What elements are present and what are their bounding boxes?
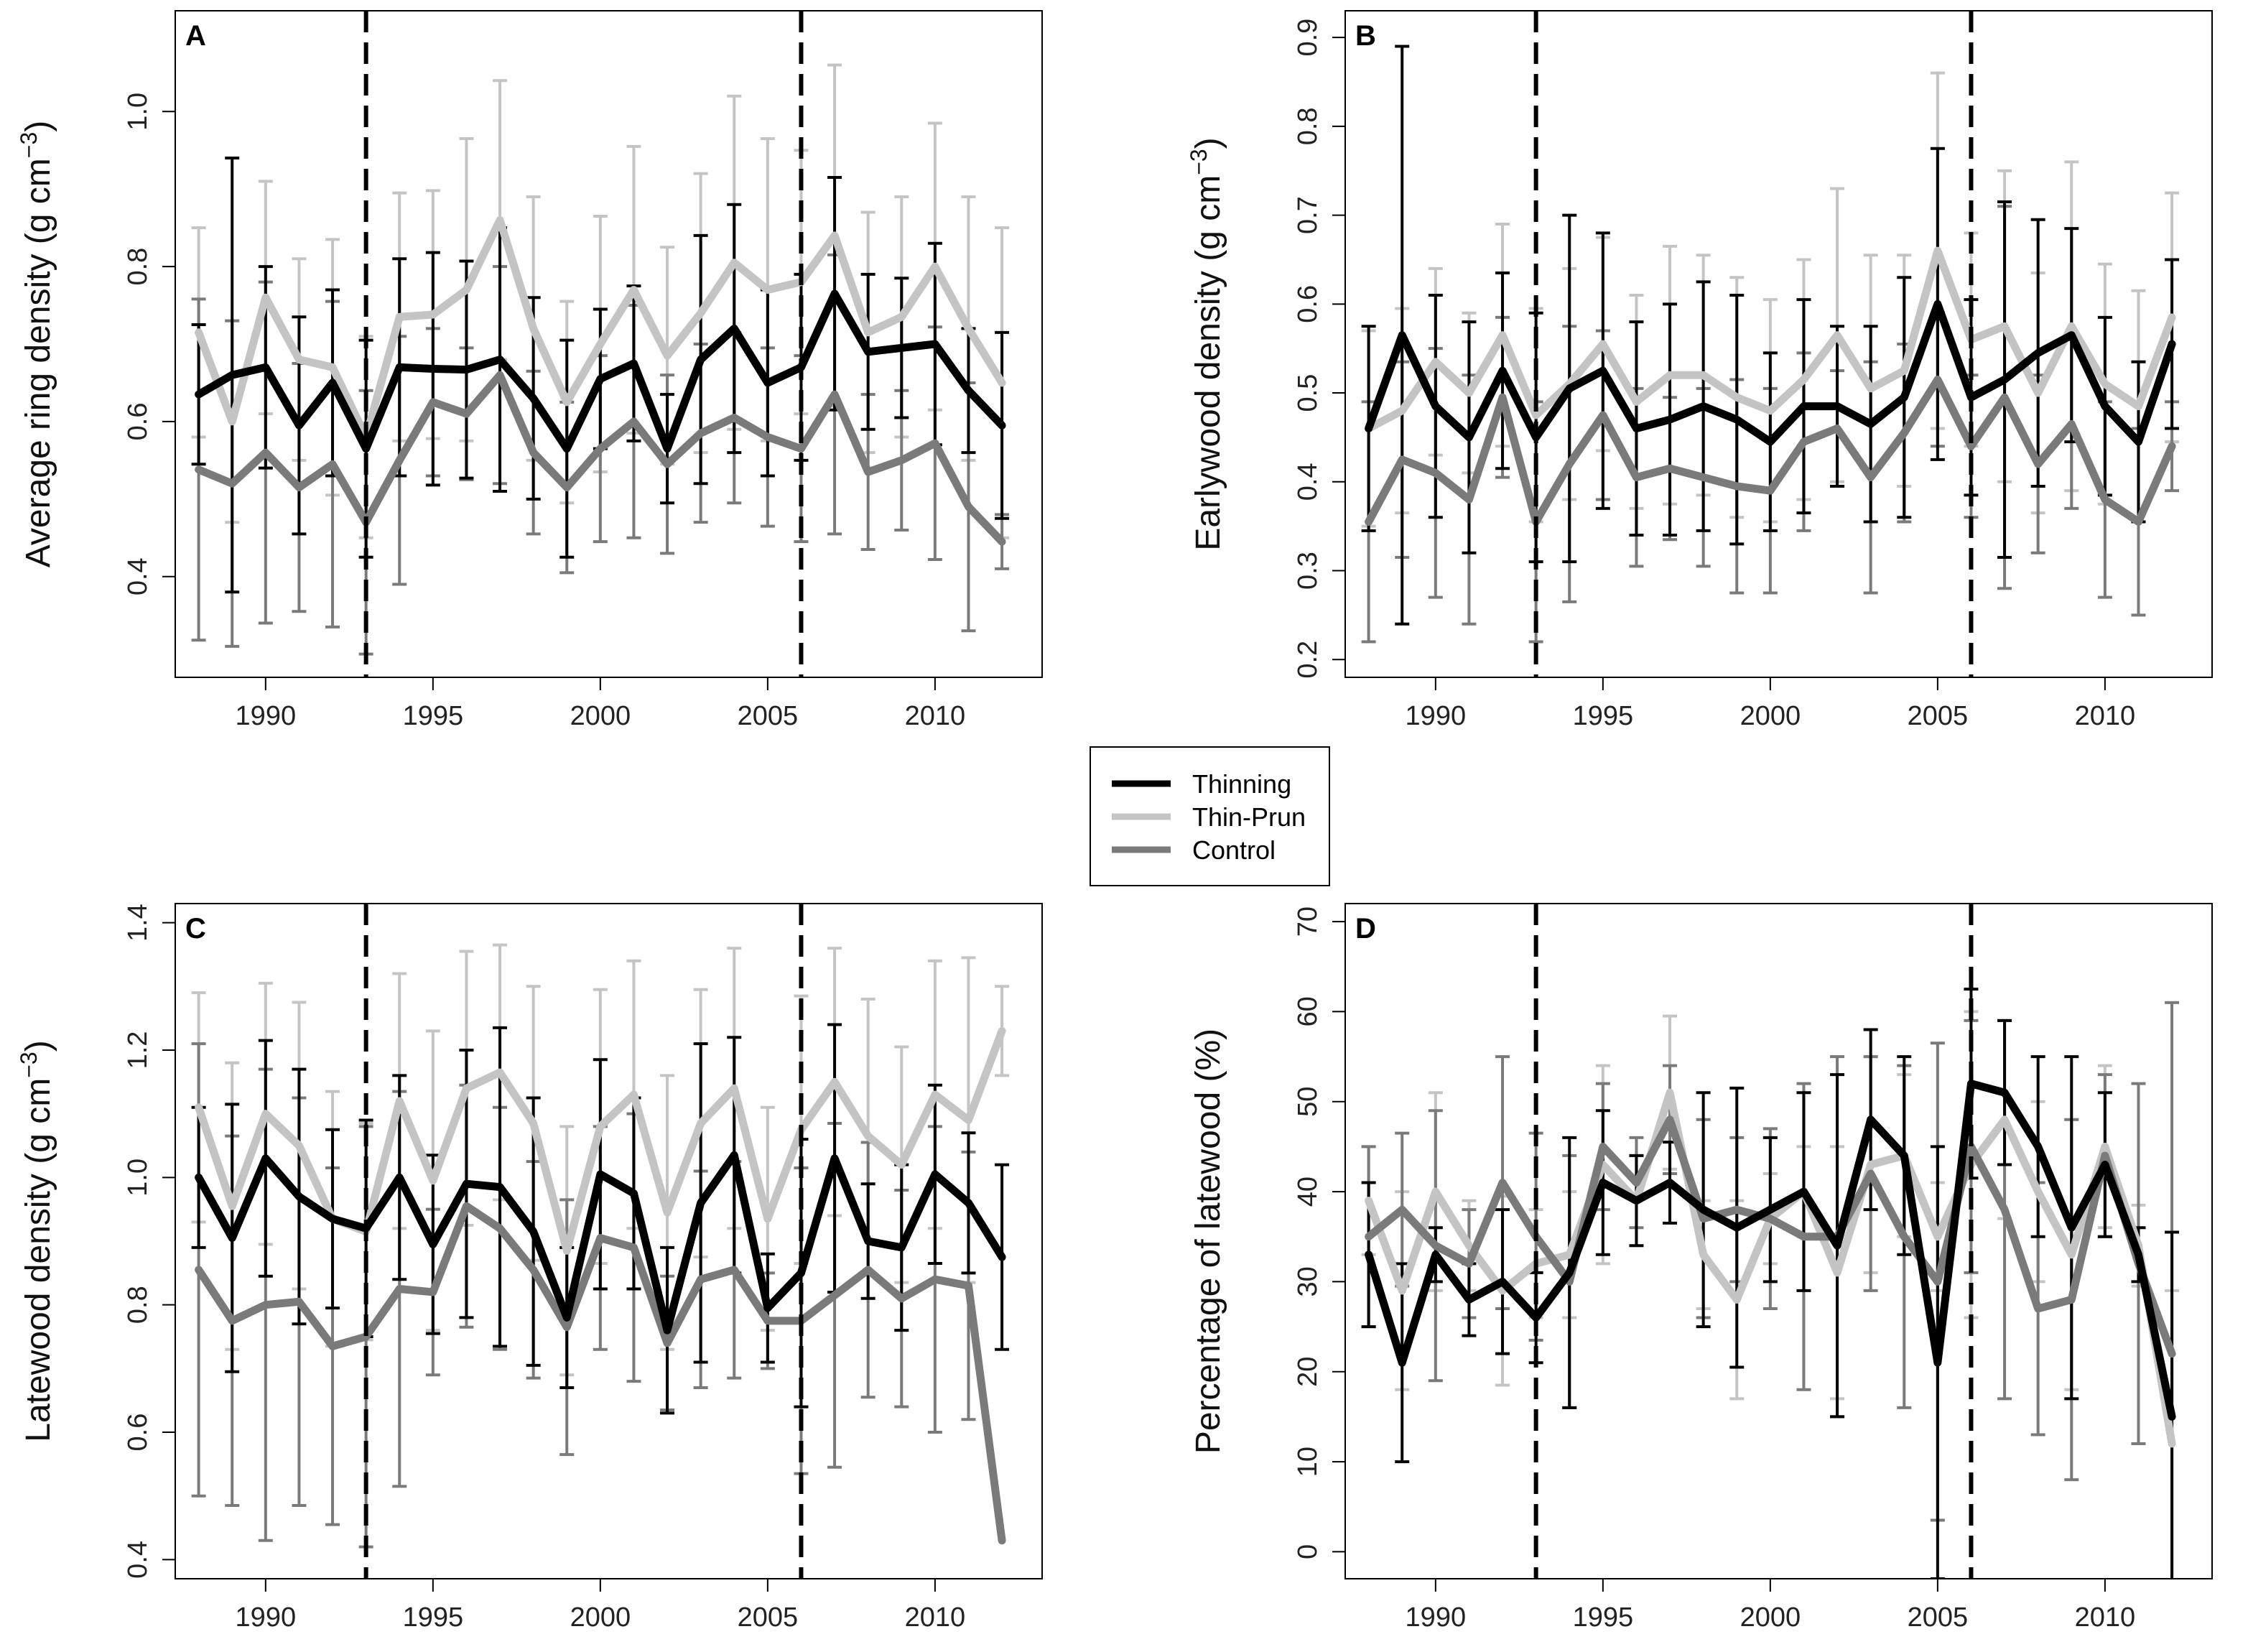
- panel-c-y-tick-label: 1.0: [123, 1159, 153, 1197]
- panel-c-letter: C: [185, 913, 206, 945]
- panel-c-y-tick-label: 0.8: [123, 1286, 153, 1324]
- panel-a-y-tick-label: 0.4: [123, 557, 153, 595]
- panel-c: C Latewood density (g cm−3) 0.4 0.6 0.8 1.0…: [16, 903, 1043, 1633]
- legend: Thinning Thin-Prun Control: [1090, 746, 1330, 886]
- panel-d-x-tick-label: 1990: [1406, 1602, 1467, 1633]
- panel-b: B Earlywood density (g cm−3) 0.2 0.3 0.4 0.…: [1186, 10, 2213, 731]
- panel-a: A Average ring density (g cm−3) 0.4 0.6 0.…: [16, 10, 1043, 731]
- panel-a-y-tick-label: 0.6: [123, 402, 153, 440]
- panel-a-x-tick-label: 2010: [905, 701, 966, 731]
- panel-d-series-line-control: [1365, 1115, 2176, 1358]
- panel-d: D Percentage of latewood (%) 0 10 20 30 40 50…: [1189, 903, 2213, 1633]
- panel-d-y-axis-title: Percentage of latewood (%): [1189, 1029, 1227, 1454]
- panel-c-plot-area: [191, 943, 1010, 1549]
- panel-d-series-line-thinning: [1365, 1080, 2176, 1421]
- panel-b-x-tick-label: 2010: [2075, 701, 2136, 731]
- panel-d-y-tick-label: 20: [1293, 1357, 1323, 1387]
- panel-c-x-tick-label: 2010: [905, 1602, 966, 1633]
- panel-c-y-tick-label: 1.4: [123, 904, 153, 942]
- panel-a-series-line-thinning: [195, 289, 1006, 453]
- panel-c-y-axis-title: Latewood density (g cm−3): [16, 1040, 57, 1442]
- panel-d-y-tick-label: 50: [1293, 1087, 1323, 1117]
- panel-d-y-tick-label: 30: [1293, 1266, 1323, 1296]
- panel-a-series-line-thin-prun: [195, 215, 1006, 441]
- panel-d-frame: [1344, 903, 2213, 1579]
- legend-label-thinning: Thinning: [1192, 769, 1291, 799]
- panel-c-frame: [175, 903, 1043, 1579]
- panel-b-y-tick-label: 0.4: [1293, 463, 1323, 501]
- panel-b-y-tick-label: 0.6: [1293, 285, 1323, 323]
- panel-a-x-tick-label: 1990: [236, 701, 297, 731]
- panel-c-x-tick-label: 1995: [403, 1602, 464, 1633]
- panel-d-y-tick-label: 10: [1293, 1447, 1323, 1477]
- panel-c-x-tick-label: 1990: [236, 1602, 297, 1633]
- panel-a-x-tick-label: 1995: [403, 701, 464, 731]
- panel-b-y-tick-label: 0.2: [1293, 641, 1323, 679]
- panel-b-x-tick-label: 2005: [1908, 701, 1969, 731]
- panel-b-letter: B: [1355, 20, 1376, 52]
- legend-label-thin-prun: Thin-Prun: [1192, 802, 1306, 832]
- panel-a-x-tick-label: 2000: [570, 701, 631, 731]
- panel-a-x-tick-label: 2005: [738, 701, 799, 731]
- panel-a-y-tick-label: 0.8: [123, 248, 153, 286]
- panel-c-x-tick-label: 2000: [570, 1602, 631, 1633]
- panel-d-x-tick-label: 2000: [1740, 1602, 1801, 1633]
- panel-c-series-line-control: [195, 1202, 1006, 1545]
- panel-b-x-tick-label: 1990: [1406, 701, 1467, 731]
- panel-b-series-line-thin-prun: [1365, 246, 2176, 433]
- panel-b-series-line-control: [1365, 375, 2176, 526]
- panel-a-series-line-control: [195, 371, 1006, 546]
- panel-d-y-tick-label: 60: [1293, 996, 1323, 1026]
- panel-b-y-axis-title: Earlywood density (g cm−3): [1186, 137, 1227, 550]
- panel-b-series-line-thinning: [1365, 300, 2176, 446]
- panel-b-y-tick-label: 0.3: [1293, 552, 1323, 590]
- panel-d-y-tick-label: 0: [1293, 1544, 1323, 1559]
- panel-c-y-tick-label: 0.4: [123, 1541, 153, 1579]
- panel-a-y-axis-title: Average ring density (g cm−3): [16, 121, 57, 568]
- panel-b-x-tick-label: 1995: [1573, 701, 1634, 731]
- panel-d-letter: D: [1355, 913, 1376, 945]
- panel-b-plot-area: [1361, 45, 2180, 644]
- panel-d-x-tick-label: 2010: [2075, 1602, 2136, 1633]
- panel-c-y-tick-label: 0.6: [123, 1414, 153, 1452]
- panel-b-y-tick-label: 0.7: [1293, 196, 1323, 234]
- panel-d-y-tick-label: 70: [1293, 906, 1323, 937]
- panel-a-letter: A: [185, 20, 206, 52]
- panel-d-y-tick-label: 40: [1293, 1177, 1323, 1207]
- panel-c-x-tick-label: 2005: [738, 1602, 799, 1633]
- panel-b-y-tick-label: 0.8: [1293, 107, 1323, 145]
- panel-b-x-tick-label: 2000: [1740, 701, 1801, 731]
- panel-b-y-tick-label: 0.5: [1293, 374, 1323, 412]
- panel-d-x-tick-label: 1995: [1573, 1602, 1634, 1633]
- panel-a-y-tick-label: 1.0: [123, 93, 153, 131]
- panel-b-frame: [1344, 10, 2213, 678]
- panel-c-y-tick-label: 1.2: [123, 1031, 153, 1069]
- panel-d-x-tick-label: 2005: [1908, 1602, 1969, 1633]
- panel-b-y-tick-label: 0.9: [1293, 19, 1323, 57]
- legend-label-control: Control: [1192, 835, 1276, 865]
- panel-c-series-line-thinning: [195, 1151, 1006, 1335]
- panel-a-frame: [175, 10, 1043, 678]
- panel-a-plot-area: [191, 63, 1010, 656]
